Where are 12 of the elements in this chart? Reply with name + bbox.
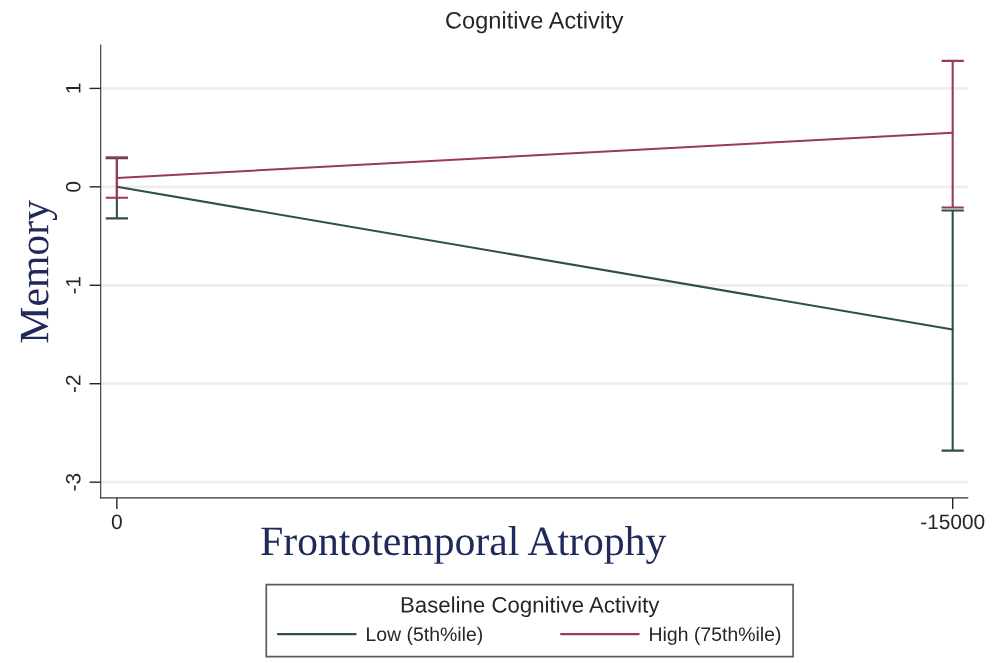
y-axis-title: Memory [20, 200, 58, 343]
y-tick-label: 1 [66, 83, 81, 93]
x-tick-label: -15000 [921, 514, 985, 530]
y-tick-label: -2 [65, 375, 81, 393]
x-axis-title: Frontotemporal Atrophy [261, 526, 667, 564]
chart-title: Cognitive Activity [446, 11, 624, 34]
legend-label: High (75th%ile) [650, 626, 781, 645]
legend-title: Baseline Cognitive Activity [401, 596, 660, 618]
legend-label: Low (5th%ile) [367, 626, 483, 645]
y-tick-label: -3 [65, 473, 81, 491]
y-tick-label: 0 [65, 181, 81, 192]
y-tick-label: -1 [66, 277, 81, 294]
